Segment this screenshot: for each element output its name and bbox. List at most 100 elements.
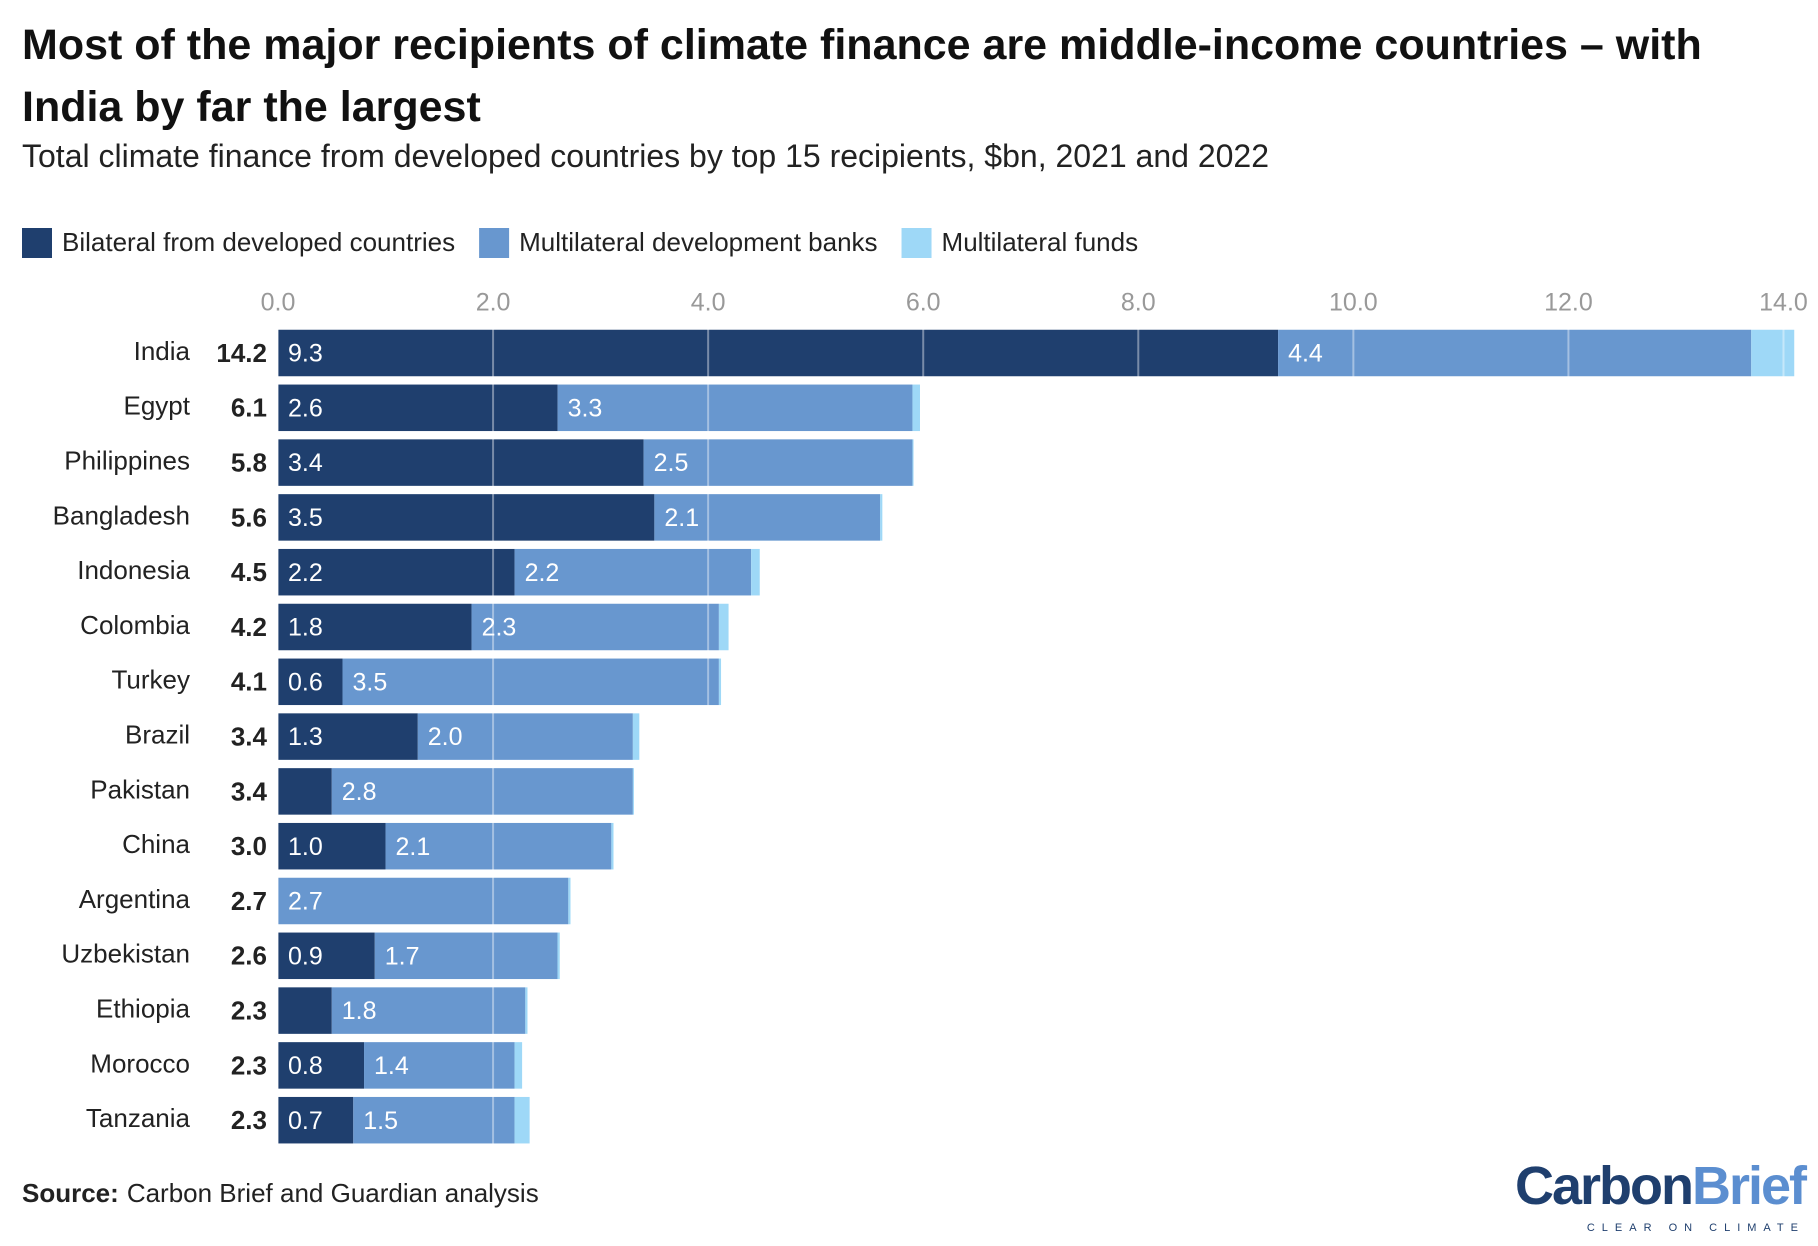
bar-segment <box>643 439 913 486</box>
bar-segment <box>611 822 614 870</box>
bar-segment <box>912 439 914 486</box>
category-label: Uzbekistan <box>61 939 190 969</box>
bar-segment <box>557 384 913 432</box>
value-label: 0.8 <box>288 1052 323 1080</box>
logo: CarbonBrief <box>1515 1156 1808 1216</box>
value-label: 9.3 <box>288 340 323 368</box>
logo-part: Brief <box>1692 1156 1808 1216</box>
bar-segment <box>514 1042 523 1089</box>
bar-segment <box>880 494 883 541</box>
x-tick-label: 14.0 <box>1759 289 1808 317</box>
category-label: China <box>122 829 190 859</box>
value-label: 3.5 <box>353 668 388 696</box>
x-tick-label: 10.0 <box>1329 289 1378 317</box>
bar-segment <box>374 932 558 980</box>
bar-segment <box>353 1096 515 1144</box>
total-label: 4.1 <box>231 667 267 697</box>
legend-swatch <box>901 228 932 258</box>
bar-segment <box>471 603 719 651</box>
x-tick-label: 8.0 <box>1121 289 1156 317</box>
bar-segment <box>718 603 729 651</box>
x-tick-label: 12.0 <box>1544 289 1593 317</box>
category-label: Egypt <box>124 391 191 421</box>
chart-title: Most of the major recipients of climate … <box>22 21 1702 131</box>
value-label: 0.6 <box>288 668 323 696</box>
category-label: Argentina <box>79 884 191 914</box>
total-label: 5.6 <box>231 502 267 532</box>
bar-segment <box>654 494 881 541</box>
legend-label: Multilateral development banks <box>519 227 877 257</box>
bar-segment <box>278 822 386 870</box>
bar-segment <box>331 987 526 1034</box>
source-label: Source: <box>22 1178 119 1208</box>
legend-label: Multilateral funds <box>942 227 1139 257</box>
total-label: 3.0 <box>231 831 267 861</box>
bar-segment <box>278 329 1279 377</box>
category-label: Tanzania <box>86 1103 191 1133</box>
value-label: 2.1 <box>664 504 699 532</box>
value-label: 4.4 <box>1288 340 1323 368</box>
value-label: 1.8 <box>288 614 323 642</box>
bar-segment <box>331 768 633 815</box>
value-label: 2.3 <box>482 614 517 642</box>
bar-segment <box>278 713 418 760</box>
value-label: 3.3 <box>568 394 603 422</box>
total-label: 4.2 <box>231 612 267 642</box>
bar-segment <box>278 877 569 925</box>
category-label: Brazil <box>125 719 190 749</box>
total-label: 4.5 <box>231 557 267 587</box>
chart-subtitle: Total climate finance from developed cou… <box>22 138 1270 174</box>
bar-segment <box>278 439 644 486</box>
value-label: 1.8 <box>342 997 377 1025</box>
value-label: 3.4 <box>288 449 323 477</box>
bar-segment <box>632 768 634 815</box>
category-label: Turkey <box>112 665 191 695</box>
bar-segment <box>278 932 375 980</box>
value-label: 1.5 <box>363 1107 398 1135</box>
total-label: 2.3 <box>231 1105 267 1135</box>
total-label: 3.4 <box>231 721 268 751</box>
total-label: 3.4 <box>231 776 268 806</box>
value-label: 2.5 <box>654 449 689 477</box>
bar-segment <box>912 384 920 432</box>
bar-segment <box>278 658 343 706</box>
total-label: 2.3 <box>231 995 267 1025</box>
total-label: 2.7 <box>231 886 267 916</box>
logo-part: Carbon <box>1515 1156 1692 1216</box>
total-label: 2.6 <box>231 941 267 971</box>
bar-segment <box>278 384 558 432</box>
bar-segment <box>278 1096 354 1144</box>
value-label: 2.2 <box>525 559 560 587</box>
value-label: 2.7 <box>288 888 323 916</box>
total-label: 6.1 <box>231 393 267 423</box>
bar-segment <box>278 494 655 541</box>
logo-tagline: CLEAR ON CLIMATE <box>1587 1222 1805 1234</box>
category-label: Morocco <box>90 1048 190 1078</box>
legend-label: Bilateral from developed countries <box>62 227 455 257</box>
value-label: 1.4 <box>374 1052 409 1080</box>
value-label: 2.1 <box>396 833 431 861</box>
total-label: 2.3 <box>231 1050 267 1080</box>
total-label: 14.2 <box>216 338 267 368</box>
bar-segment <box>385 822 612 870</box>
value-label: 1.3 <box>288 723 323 751</box>
category-label: Ethiopia <box>96 993 190 1023</box>
category-label: Pakistan <box>90 774 190 804</box>
value-label: 2.8 <box>342 778 377 806</box>
value-label: 0.7 <box>288 1107 323 1135</box>
value-label: 1.7 <box>385 942 420 970</box>
bar-segment <box>514 1096 530 1144</box>
bar-segment <box>632 713 640 760</box>
bar-segment <box>557 932 560 980</box>
category-label: India <box>134 336 191 366</box>
bar-segment <box>417 713 633 760</box>
bar-segment <box>364 1042 515 1089</box>
bar-segment <box>278 1042 365 1089</box>
bar-segment <box>1751 329 1795 377</box>
value-label: 3.5 <box>288 504 323 532</box>
legend-swatch <box>479 228 510 258</box>
category-label: Indonesia <box>77 555 190 585</box>
category-label: Bangladesh <box>53 500 190 530</box>
value-label: 1.0 <box>288 833 323 861</box>
